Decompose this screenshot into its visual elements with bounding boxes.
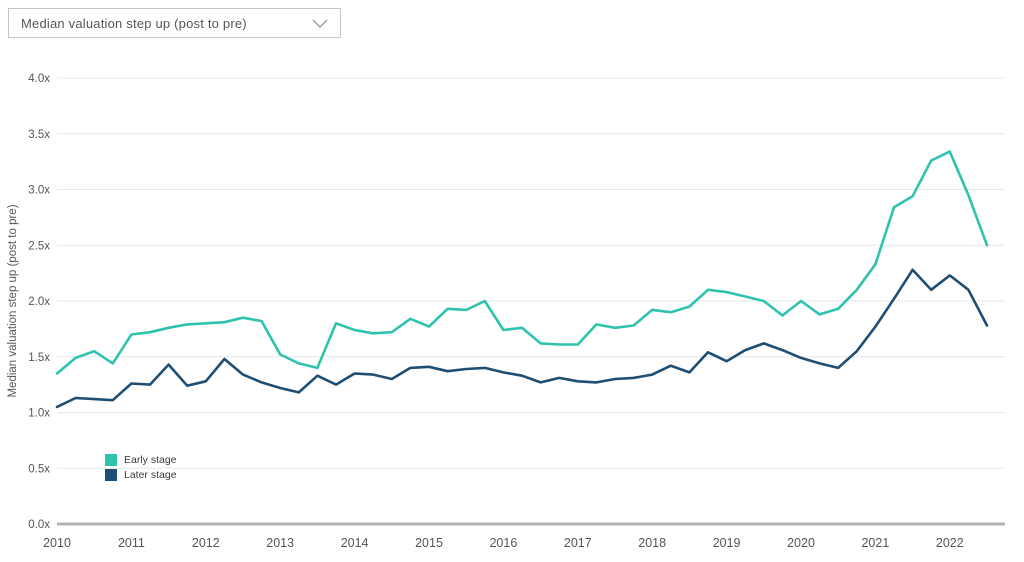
chevron-down-icon [312,18,328,28]
legend-item-early-stage: Early stage [105,452,177,467]
legend-item-later-stage: Later stage [105,467,177,482]
x-tick-label: 2010 [43,536,71,550]
x-tick-label: 2013 [266,536,294,550]
chart-canvas: 0.0x 0.5x 1.0x 1.5x 2.0x 2.5x 3.0x 3.5x 4.0x 2010… [7,73,1005,550]
later-stage-swatch [105,468,117,481]
y-tick-label: 1.5x [28,352,50,364]
later-stage-line [55,268,989,409]
x-tick-label: 2020 [787,536,815,550]
metric-select-dropdown[interactable]: Median valuation step up (post to pre) [8,8,341,38]
y-tick-label: 3.5x [28,129,50,141]
y-tick-label: 4.0x [28,73,50,85]
x-tick-label: 2014 [341,536,369,550]
x-tick-label: 2012 [192,536,220,550]
x-tick-label: 2019 [713,536,741,550]
metric-select-value: Median valuation step up (post to pre) [21,15,247,31]
y-tick-label: 2.5x [28,240,50,252]
x-tick-label: 2021 [861,536,889,550]
y-tick-label: 0.0x [28,519,50,531]
valuation-step-up-chart: 0.0x 0.5x 1.0x 1.5x 2.0x 2.5x 3.0x 3.5x 4.0x 2010… [0,60,1024,562]
x-tick-label: 2011 [118,536,145,550]
x-tick-label: 2015 [415,536,443,550]
early-stage-line [55,150,989,375]
y-tick-label: 2.0x [28,296,50,308]
legend-label: Early stage [124,453,177,466]
chart-legend: Early stage Later stage [105,452,177,482]
legend-label: Later stage [124,468,177,481]
early-stage-swatch [105,453,117,466]
y-axis-title: Median valuation step up (post to pre) [7,204,19,397]
x-tick-label: 2017 [564,536,592,550]
x-tick-label: 2018 [638,536,666,550]
y-tick-label: 3.0x [28,185,50,197]
y-tick-label: 1.0x [28,408,50,420]
y-tick-label: 0.5x [28,463,50,475]
x-tick-label: 2016 [489,536,517,550]
x-tick-label: 2022 [936,536,964,550]
